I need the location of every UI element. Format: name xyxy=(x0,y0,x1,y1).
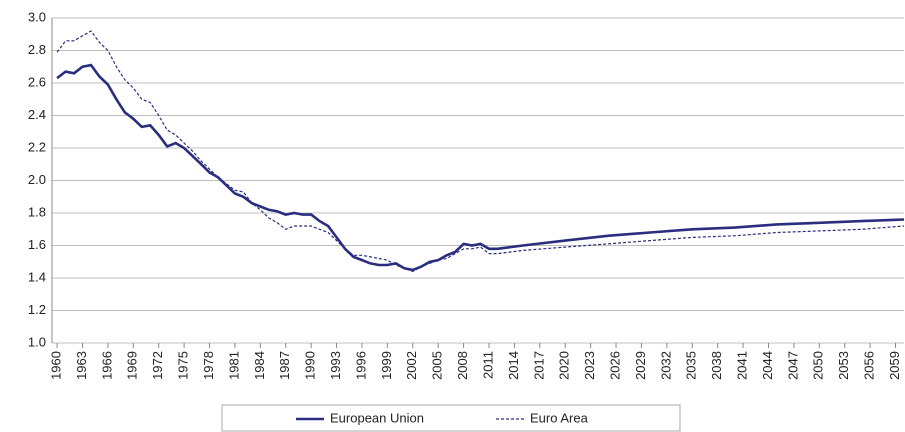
x-tick-label: 2041 xyxy=(735,351,750,380)
x-tick-label: 2008 xyxy=(455,351,470,380)
x-tick-label: 2038 xyxy=(709,351,724,380)
x-tick-label: 2044 xyxy=(760,351,775,380)
x-tick-label: 1993 xyxy=(328,351,343,380)
x-tick-label: 1981 xyxy=(226,351,241,380)
series-line xyxy=(56,63,905,272)
x-tick-label: 2029 xyxy=(633,351,648,380)
legend-box xyxy=(221,404,681,432)
x-tick-label: 2005 xyxy=(430,351,445,380)
x-tick-label: 1987 xyxy=(277,351,292,380)
legend-label: Euro Area xyxy=(530,410,589,425)
x-tick-label: 2056 xyxy=(862,351,877,380)
x-tick-label: 1990 xyxy=(303,351,318,380)
y-tick-label: 2.8 xyxy=(28,42,46,57)
y-tick-label: 1.6 xyxy=(28,237,46,252)
y-tick-label: 2.2 xyxy=(28,139,46,154)
y-tick-label: 1.8 xyxy=(28,204,46,219)
y-tick-label: 1.0 xyxy=(28,334,46,349)
x-tick-label: 2035 xyxy=(684,351,699,380)
x-tick-label: 2023 xyxy=(582,351,597,380)
x-tick-label: 1963 xyxy=(74,351,89,380)
series-line xyxy=(56,30,905,273)
x-tick-label: 2026 xyxy=(607,351,622,380)
x-tick-label: 1960 xyxy=(49,351,64,380)
x-tick-label: 1969 xyxy=(125,351,140,380)
legend-label: European Union xyxy=(330,410,424,425)
x-tick-label: 2017 xyxy=(531,351,546,380)
x-tick-label: 2002 xyxy=(404,351,419,380)
y-tick-label: 2.6 xyxy=(28,74,46,89)
x-tick-label: 1984 xyxy=(252,351,267,380)
x-tick-label: 1975 xyxy=(176,351,191,380)
x-tick-label: 2020 xyxy=(557,351,572,380)
x-tick-label: 1972 xyxy=(150,351,165,380)
y-tick-label: 1.4 xyxy=(28,269,46,284)
y-tick-label: 1.2 xyxy=(28,302,46,317)
x-tick-label: 2032 xyxy=(658,351,673,380)
x-tick-label: 2059 xyxy=(887,351,902,380)
x-tick-label: 2050 xyxy=(811,351,826,380)
x-tick-label: 2053 xyxy=(836,351,851,380)
x-tick-label: 1966 xyxy=(99,351,114,380)
x-tick-label: 1978 xyxy=(201,351,216,380)
x-tick-label: 1999 xyxy=(379,351,394,380)
x-tick-label: 2014 xyxy=(506,351,521,380)
y-tick-label: 3.0 xyxy=(28,9,46,24)
x-tick-label: 1996 xyxy=(353,351,368,380)
x-tick-label: 2047 xyxy=(785,351,800,380)
x-tick-label: 2011 xyxy=(480,351,495,379)
y-tick-label: 2.0 xyxy=(28,172,46,187)
y-tick-label: 2.4 xyxy=(28,107,46,122)
